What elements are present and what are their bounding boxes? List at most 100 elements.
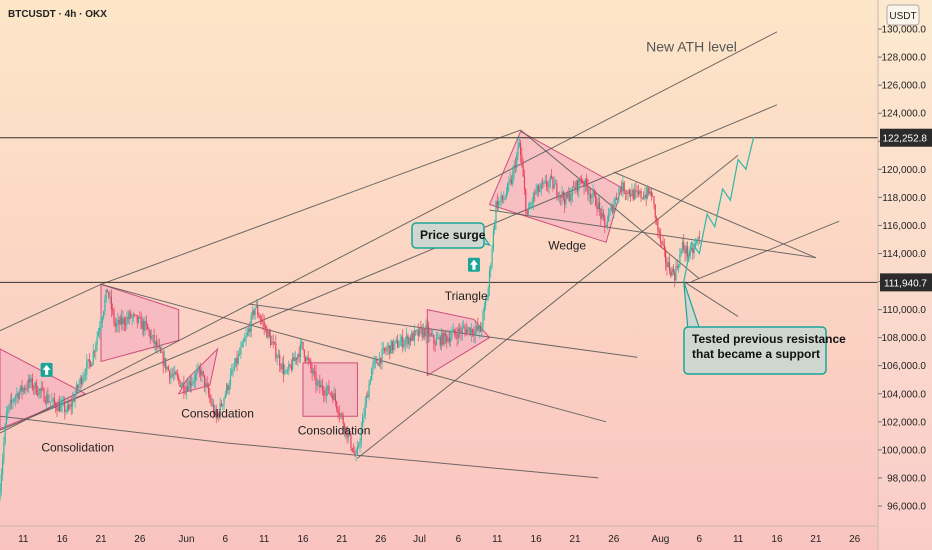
time-tick-label: 21 bbox=[95, 534, 107, 545]
candle-body bbox=[381, 349, 383, 364]
candle-body bbox=[275, 343, 277, 358]
price-level-label: 122,252.8 bbox=[883, 134, 928, 145]
candle-body bbox=[452, 329, 454, 333]
candle-body bbox=[222, 404, 224, 406]
candle-body bbox=[262, 320, 264, 323]
candle-body bbox=[407, 335, 409, 345]
time-tick-label: 16 bbox=[57, 534, 69, 545]
candle-body bbox=[112, 308, 114, 311]
candle-body bbox=[558, 195, 561, 198]
candle-body bbox=[102, 311, 105, 318]
candle-body bbox=[272, 341, 274, 343]
candle-body bbox=[12, 401, 14, 403]
candle-body bbox=[290, 366, 292, 370]
candle-body bbox=[426, 325, 428, 328]
candle-body bbox=[692, 248, 694, 253]
candle-body bbox=[674, 272, 676, 281]
candle-body bbox=[608, 214, 610, 222]
candle-body bbox=[78, 384, 80, 389]
candle-body bbox=[561, 191, 563, 198]
candle-body bbox=[482, 312, 484, 328]
candle-body bbox=[88, 359, 90, 362]
candle-body bbox=[310, 361, 312, 369]
candle-body bbox=[284, 371, 286, 375]
candle-body bbox=[633, 190, 636, 200]
candle-body bbox=[530, 203, 532, 207]
candle-body bbox=[5, 412, 8, 425]
candle-body bbox=[236, 358, 238, 364]
candle-body bbox=[487, 288, 489, 298]
candle-body bbox=[264, 326, 267, 328]
candle-body bbox=[324, 394, 326, 396]
candle-body bbox=[249, 328, 251, 332]
callout-text: Price surge bbox=[420, 228, 486, 242]
candle-body bbox=[301, 341, 303, 344]
candle-body bbox=[246, 332, 248, 336]
time-tick-label: Jul bbox=[413, 534, 426, 545]
candle-body bbox=[161, 352, 163, 353]
candle-body bbox=[191, 383, 193, 386]
candle-body bbox=[430, 333, 432, 336]
candle-body bbox=[459, 328, 461, 332]
candle-body bbox=[564, 198, 566, 205]
candle-body bbox=[343, 424, 346, 432]
candle-body bbox=[374, 359, 377, 361]
candle-body bbox=[135, 314, 137, 316]
candle-body bbox=[455, 333, 457, 336]
candle-body bbox=[288, 364, 290, 371]
candle-body bbox=[109, 296, 111, 298]
candle-body bbox=[192, 381, 194, 384]
chart-trendline bbox=[100, 129, 521, 285]
candle-body bbox=[349, 433, 351, 435]
candle-body bbox=[591, 196, 593, 199]
candle-body bbox=[95, 344, 97, 352]
candle-body bbox=[646, 187, 649, 199]
candle-body bbox=[596, 205, 598, 210]
candle-body bbox=[131, 316, 133, 318]
candle-body bbox=[394, 340, 396, 344]
candle-body bbox=[332, 394, 334, 400]
candle-body bbox=[242, 341, 245, 343]
candle-body bbox=[350, 434, 352, 449]
candle-body bbox=[597, 202, 599, 210]
candle-body bbox=[65, 410, 67, 413]
chart-annotation: Consolidation bbox=[181, 407, 254, 421]
candle-body bbox=[237, 354, 239, 364]
candle-body bbox=[49, 401, 52, 403]
candle-body bbox=[527, 207, 529, 215]
candle-body bbox=[523, 176, 526, 190]
candle-body bbox=[121, 317, 123, 325]
candle-body bbox=[276, 357, 278, 359]
candle-body bbox=[105, 289, 107, 300]
candle-body bbox=[148, 329, 150, 332]
candle-body bbox=[337, 408, 339, 414]
candle-body bbox=[36, 393, 39, 395]
candle-body bbox=[233, 366, 235, 370]
candle-body bbox=[329, 393, 331, 395]
candle-body bbox=[428, 327, 430, 337]
candle-body bbox=[87, 359, 89, 362]
candle-body bbox=[171, 374, 173, 376]
up-arrow-glyph bbox=[469, 259, 478, 270]
candle-body bbox=[531, 202, 533, 204]
candle-body bbox=[279, 355, 281, 366]
candle-body bbox=[472, 328, 474, 334]
candle-body bbox=[492, 230, 494, 250]
projection-path bbox=[683, 136, 755, 282]
candle-body bbox=[8, 404, 10, 410]
candle-body bbox=[389, 345, 391, 354]
candle-body bbox=[238, 354, 241, 355]
candle-body bbox=[185, 386, 188, 393]
candle-body bbox=[387, 345, 390, 348]
candle-body bbox=[198, 367, 201, 370]
candle-body bbox=[632, 189, 634, 200]
candle-body bbox=[406, 335, 408, 340]
candle-body bbox=[425, 325, 427, 337]
candle-body bbox=[637, 191, 640, 194]
candle-body bbox=[514, 164, 517, 168]
candle-body bbox=[226, 384, 228, 395]
candle-body bbox=[626, 193, 628, 194]
candle-body bbox=[21, 385, 23, 392]
candle-body bbox=[56, 408, 58, 411]
